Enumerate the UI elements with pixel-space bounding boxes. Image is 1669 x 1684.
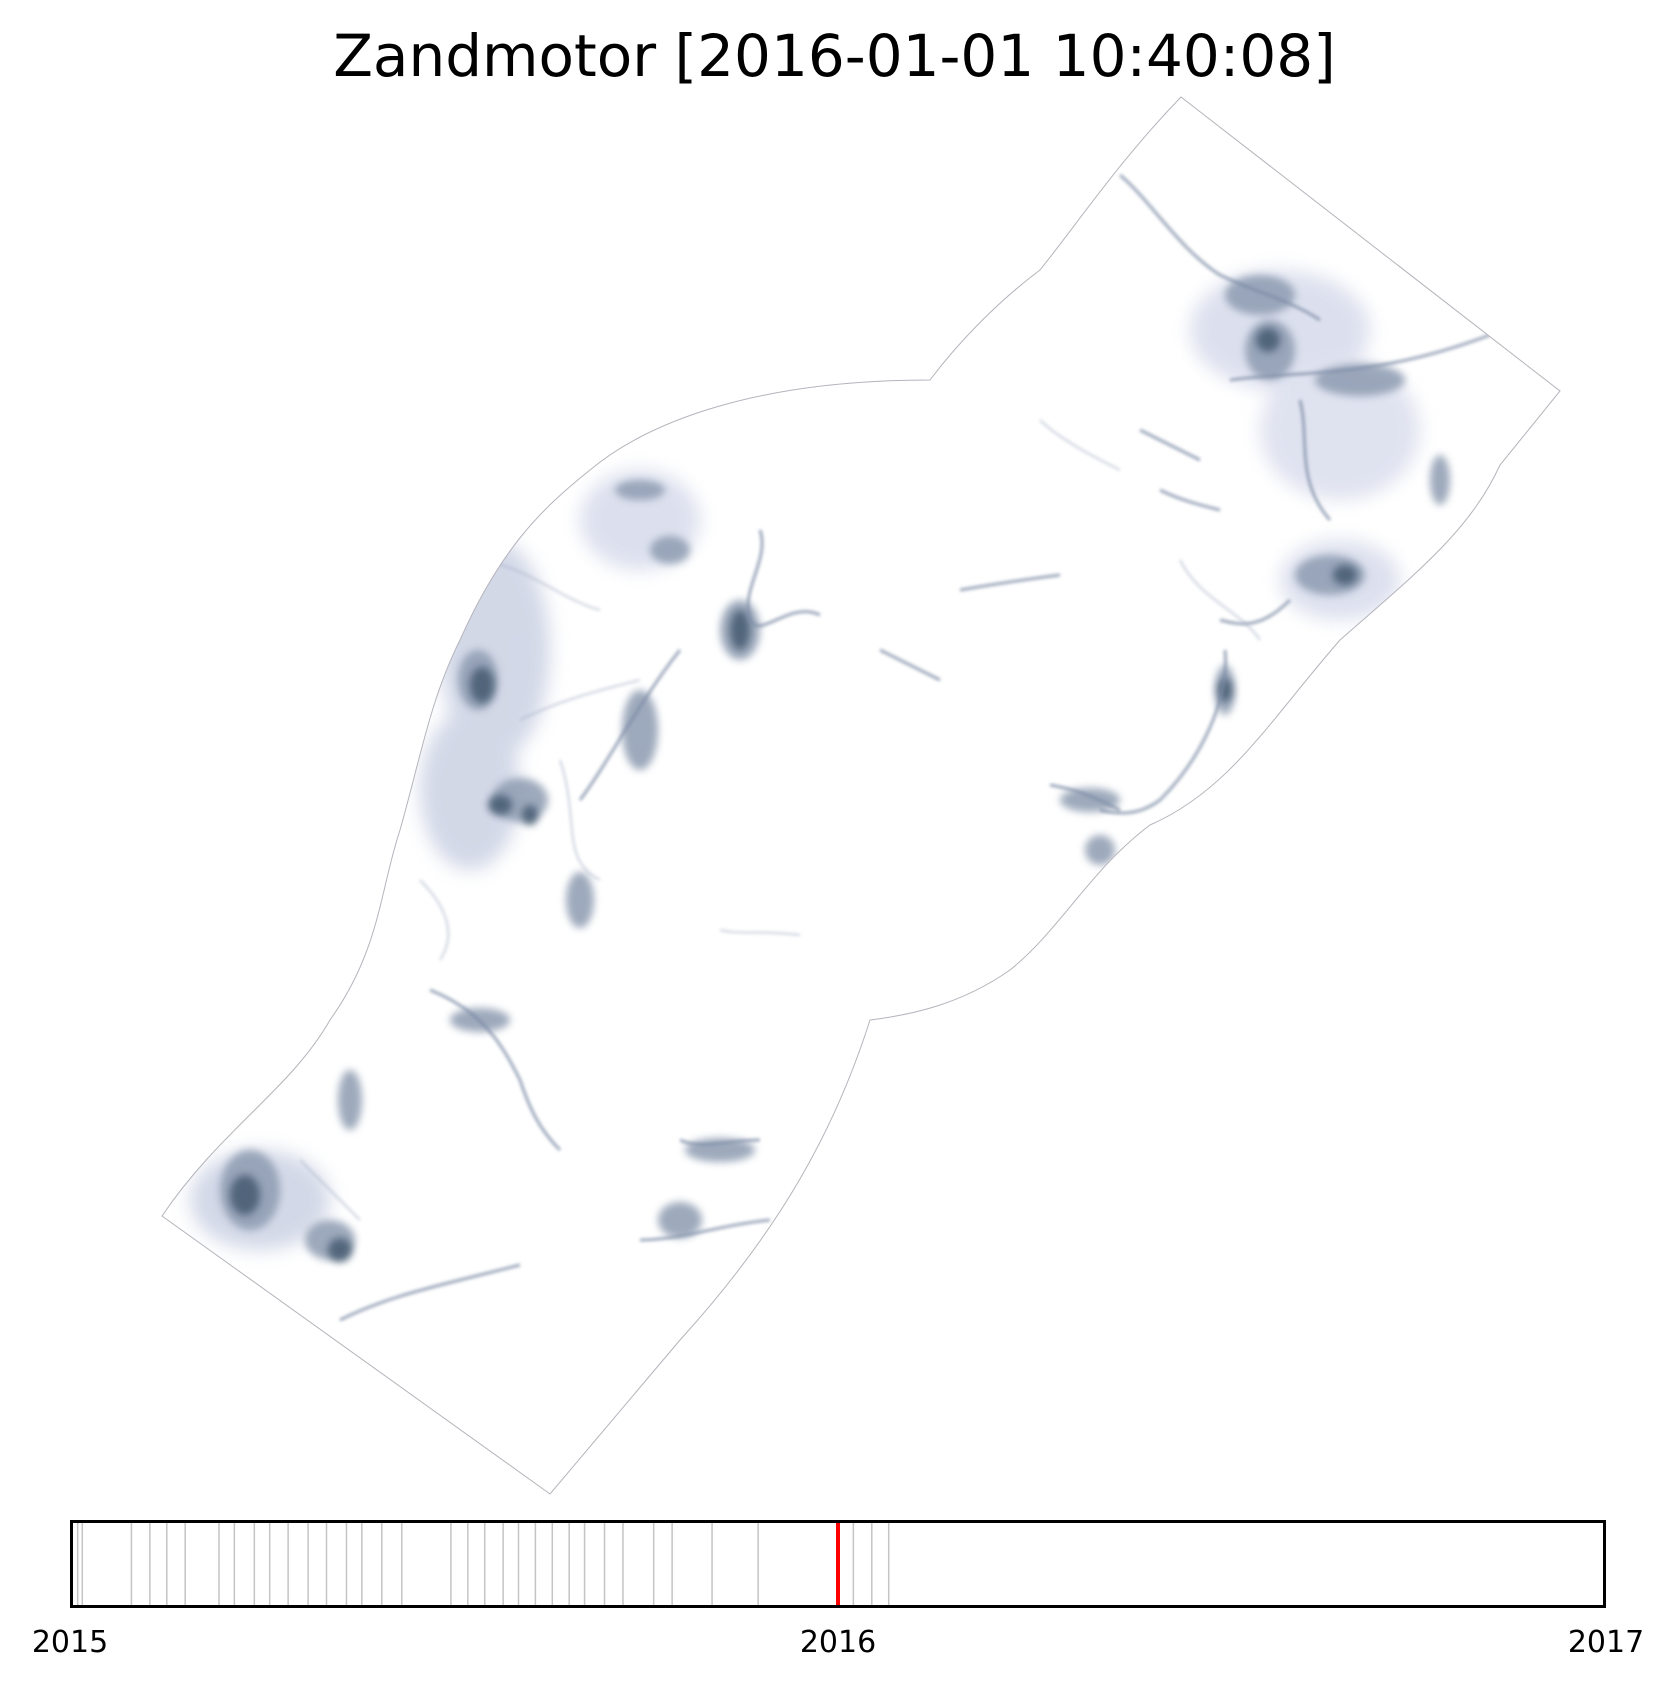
model-domain-outline: [161, 96, 1561, 1495]
timeline-bar[interactable]: [70, 1520, 1606, 1608]
timeline-label-mid: 2016: [799, 1625, 877, 1660]
map-title: Zandmotor [2016-01-01 10:40:08]: [333, 22, 1336, 90]
timeline-label-end: 2017: [1567, 1625, 1645, 1660]
timeline-label-start: 2015: [31, 1625, 109, 1660]
snapshot-ticks: [76, 1522, 890, 1606]
timeline-frame: [70, 1520, 1606, 1608]
